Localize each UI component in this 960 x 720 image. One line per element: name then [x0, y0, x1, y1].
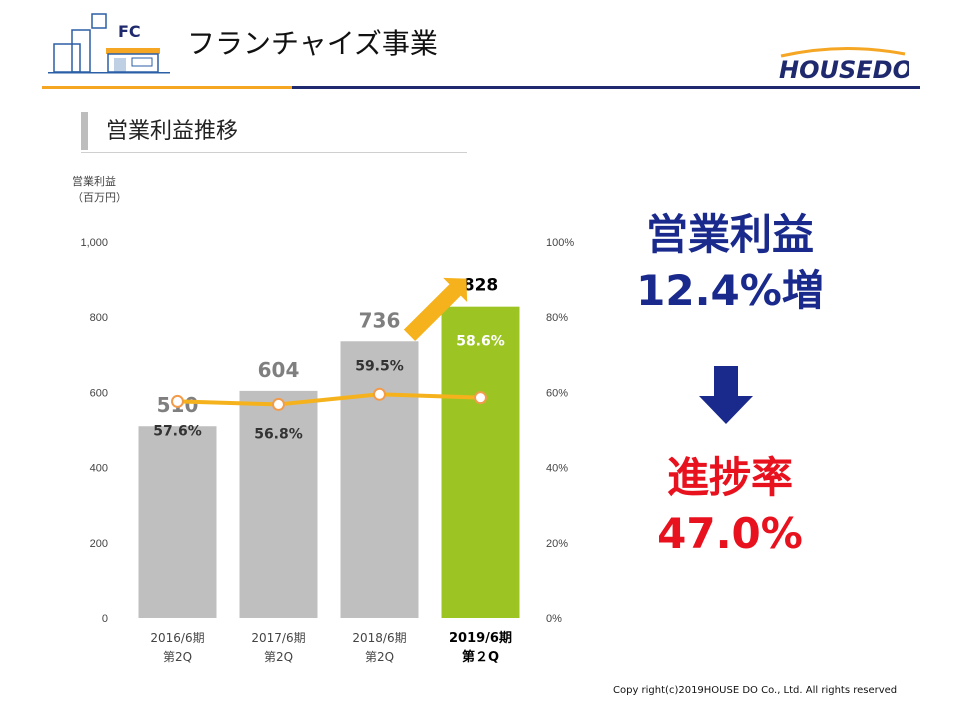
bar-value-label: 604	[258, 358, 300, 382]
y2-tick-label: 40%	[546, 463, 568, 475]
kpi-progress: 進捗率 47.0%	[600, 450, 860, 562]
kpi-progress-label: 進捗率	[600, 450, 860, 506]
x-tick-label: 第2Q	[163, 650, 192, 664]
x-tick-label: 第2Q	[264, 650, 293, 664]
line-point	[374, 389, 385, 400]
y2-tick-label: 20%	[546, 538, 568, 550]
x-tick-label: 2017/6期	[251, 631, 305, 645]
bar	[341, 341, 419, 618]
y2-tick-label: 100%	[546, 237, 574, 249]
kpi-profit-value: 12.4%増	[600, 263, 860, 319]
down-arrow-icon	[697, 366, 755, 426]
line-value-label: 56.8%	[254, 426, 303, 442]
y2-tick-label: 60%	[546, 387, 568, 399]
y2-tick-label: 0%	[546, 613, 562, 625]
y-tick-label: 600	[90, 387, 108, 399]
y-tick-label: 0	[102, 613, 108, 625]
y-tick-label: 200	[90, 538, 108, 550]
x-tick-label: 2018/6期	[352, 631, 406, 645]
bar-value-label: 828	[463, 276, 499, 296]
kpi-profit-label: 営業利益	[600, 207, 860, 263]
operating-profit-chart: 02004006008001,000 0%20%40%60%80%100% 51…	[0, 0, 960, 720]
bar-value-label: 736	[359, 308, 401, 332]
line-point	[273, 399, 284, 410]
x-tick-label: 第２Q	[462, 649, 499, 665]
kpi-progress-value: 47.0%	[600, 506, 860, 562]
copyright-notice: Copy right(c)2019HOUSE DO Co., Ltd. All …	[613, 685, 897, 696]
line-point	[172, 396, 183, 407]
x-tick-label: 2016/6期	[150, 631, 204, 645]
line-point	[475, 392, 486, 403]
x-tick-label: 2019/6期	[449, 631, 512, 646]
line-value-label: 58.6%	[456, 334, 505, 350]
bar	[442, 307, 520, 618]
y-tick-label: 400	[90, 463, 108, 475]
y-tick-label: 800	[90, 312, 108, 324]
y-tick-label: 1,000	[80, 237, 108, 249]
kpi-profit: 営業利益 12.4%増	[600, 207, 860, 319]
cost-ratio-line	[178, 394, 481, 404]
line-value-label: 57.6%	[153, 423, 202, 439]
x-tick-label: 第2Q	[365, 650, 394, 664]
bar	[139, 426, 217, 618]
y2-tick-label: 80%	[546, 312, 568, 324]
bar	[240, 391, 318, 618]
line-value-label: 59.5%	[355, 358, 404, 374]
